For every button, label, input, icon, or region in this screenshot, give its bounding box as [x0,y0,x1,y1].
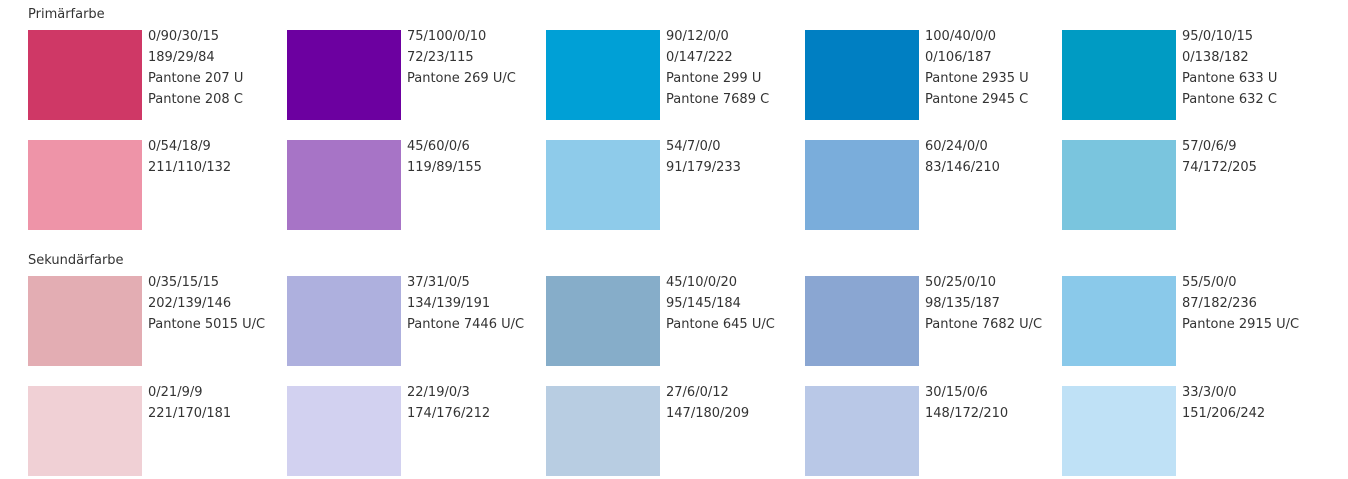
color-swatch [546,386,660,476]
color-value: 72/23/115 [407,50,474,65]
color-swatch [28,140,142,230]
color-swatch [1062,386,1176,476]
color-value: 87/182/236 [1182,296,1257,311]
color-info: 33/3/0/0 151/206/242 [1182,382,1265,424]
color-value: 22/19/0/3 [407,385,470,400]
color-value: Pantone 299 U [666,71,762,86]
color-info: 30/15/0/6 148/172/210 [925,382,1008,424]
color-info: 60/24/0/0 83/146/210 [925,136,1000,178]
color-info: 95/0/10/15 0/138/182 Pantone 633 U Pantone … [1182,26,1277,110]
color-value: 0/90/30/15 [148,29,220,44]
color-swatch [805,276,919,366]
color-value: 30/15/0/6 [925,385,988,400]
color-value: 83/146/210 [925,160,1000,175]
color-value: 119/89/155 [407,160,482,175]
color-value: Pantone 5015 U/C [148,317,266,332]
color-value: 95/145/184 [666,296,741,311]
color-value: Pantone 208 C [148,92,243,107]
color-value: 0/35/15/15 [148,275,220,290]
color-swatch [546,140,660,230]
color-value: 100/40/0/0 [925,29,997,44]
color-value: 147/180/209 [666,406,750,421]
color-value: 91/179/233 [666,160,741,175]
color-info: 0/54/18/9 211/110/132 [148,136,231,178]
color-value: 0/106/187 [925,50,992,65]
color-info: 0/90/30/15 189/29/84 Pantone 207 U Pantone … [148,26,243,110]
color-value: 45/60/0/6 [407,139,470,154]
color-value: 0/54/18/9 [148,139,211,154]
color-swatch [546,30,660,120]
color-swatch [287,30,401,120]
color-value: 151/206/242 [1182,406,1266,421]
color-info: 57/0/6/9 74/172/205 [1182,136,1257,178]
color-value: 0/147/222 [666,50,733,65]
color-value: 134/139/191 [407,296,491,311]
color-value: 27/6/0/12 [666,385,729,400]
color-value: 57/0/6/9 [1182,139,1237,154]
color-value: 75/100/0/10 [407,29,487,44]
color-info: 27/6/0/12 147/180/209 [666,382,749,424]
color-value: Pantone 7689 C [666,92,770,107]
color-value: 221/170/181 [148,406,232,421]
color-info: 45/10/0/20 95/145/184 Pantone 645 U/C [666,272,775,335]
color-info: 50/25/0/10 98/135/187 Pantone 7682 U/C [925,272,1042,335]
color-value: Pantone 7682 U/C [925,317,1043,332]
color-swatch [287,276,401,366]
color-value: 60/24/0/0 [925,139,988,154]
color-info: 55/5/0/0 87/182/236 Pantone 2915 U/C [1182,272,1299,335]
color-info: 0/35/15/15 202/139/146 Pantone 5015 U/C [148,272,265,335]
color-swatch [28,386,142,476]
color-swatch [287,140,401,230]
color-info: 0/21/9/9 221/170/181 [148,382,231,424]
color-value: 33/3/0/0 [1182,385,1237,400]
color-value: Pantone 269 U/C [407,71,516,86]
color-info: 22/19/0/3 174/176/212 [407,382,490,424]
color-value: 0/138/182 [1182,50,1249,65]
color-swatch [28,30,142,120]
color-value: Pantone 645 U/C [666,317,775,332]
color-swatch [287,386,401,476]
color-value: 211/110/132 [148,160,232,175]
color-value: 0/21/9/9 [148,385,203,400]
color-swatch [805,386,919,476]
color-info: 54/7/0/0 91/179/233 [666,136,741,178]
color-value: 55/5/0/0 [1182,275,1237,290]
color-value: Pantone 2945 C [925,92,1029,107]
color-value: Pantone 7446 U/C [407,317,525,332]
color-value: 37/31/0/5 [407,275,470,290]
color-value: Pantone 207 U [148,71,244,86]
section-title: Primärfarbe [28,7,105,22]
color-value: Pantone 2915 U/C [1182,317,1300,332]
color-value: 148/172/210 [925,406,1009,421]
color-swatch [1062,276,1176,366]
color-swatch [1062,140,1176,230]
color-value: Pantone 2935 U [925,71,1029,86]
color-swatch [1062,30,1176,120]
color-value: 202/139/146 [148,296,232,311]
color-swatch [805,140,919,230]
section-title: Sekundärfarbe [28,253,124,268]
color-value: 54/7/0/0 [666,139,721,154]
color-value: 50/25/0/10 [925,275,997,290]
color-swatch [28,276,142,366]
color-swatch [546,276,660,366]
color-value: Pantone 632 C [1182,92,1277,107]
color-value: Pantone 633 U [1182,71,1278,86]
color-info: 37/31/0/5 134/139/191 Pantone 7446 U/C [407,272,524,335]
color-swatch [805,30,919,120]
color-value: 189/29/84 [148,50,215,65]
color-info: 75/100/0/10 72/23/115 Pantone 269 U/C [407,26,516,89]
color-value: 95/0/10/15 [1182,29,1254,44]
color-info: 90/12/0/0 0/147/222 Pantone 299 U Pantone 7… [666,26,769,110]
color-value: 90/12/0/0 [666,29,729,44]
color-info: 100/40/0/0 0/106/187 Pantone 2935 U Pantone… [925,26,1029,110]
color-value: 174/176/212 [407,406,491,421]
color-info: 45/60/0/6 119/89/155 [407,136,482,178]
color-value: 74/172/205 [1182,160,1257,175]
color-value: 45/10/0/20 [666,275,738,290]
color-value: 98/135/187 [925,296,1000,311]
